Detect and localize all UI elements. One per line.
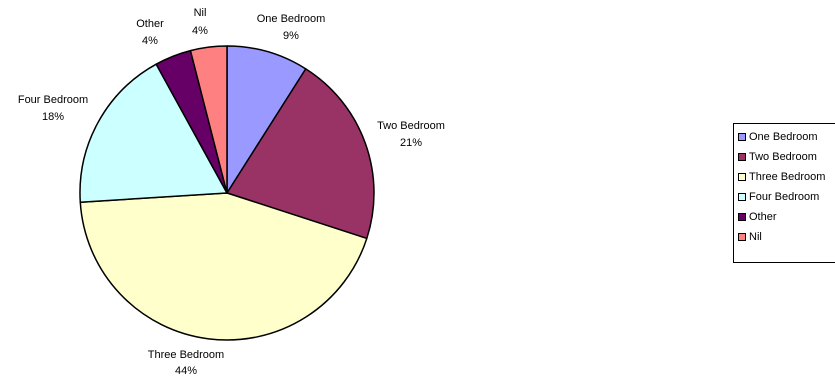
slice-label-percent: 9%	[283, 30, 299, 42]
slice-label-name: Two Bedroom	[377, 120, 445, 132]
legend-item: Two Bedroom	[734, 147, 835, 167]
slice-label-percent: 4%	[192, 25, 208, 37]
legend-label: Four Bedroom	[749, 191, 820, 203]
slice-label-name: Nil	[194, 7, 207, 19]
pie-slice-three-bedroom	[79, 192, 368, 341]
legend-item: Four Bedroom	[734, 187, 835, 207]
legend-item: Three Bedroom	[734, 167, 835, 187]
legend-swatch	[738, 153, 746, 161]
slice-label-percent: 21%	[400, 137, 422, 149]
pie-slice-one-bedroom	[226, 45, 307, 194]
slice-label-percent: 44%	[175, 365, 197, 376]
slice-label-name: One Bedroom	[257, 13, 325, 25]
legend-label: Nil	[749, 231, 762, 243]
legend-label: Other	[749, 211, 777, 223]
legend-swatch	[738, 213, 746, 221]
legend-item: Other	[734, 207, 835, 227]
legend-label: Three Bedroom	[749, 171, 826, 183]
slice-label-name: Four Bedroom	[18, 94, 88, 106]
legend-swatch	[738, 173, 746, 181]
legend-item: One Bedroom	[734, 127, 835, 147]
legend-item: Nil	[734, 227, 835, 247]
pie-slice-four-bedroom	[79, 63, 228, 203]
slice-label-percent: 4%	[142, 35, 158, 47]
legend-label: One Bedroom	[749, 131, 818, 143]
slice-label-name: Other	[136, 18, 164, 30]
legend-swatch	[738, 133, 746, 141]
slice-label-name: Three Bedroom	[148, 349, 224, 361]
legend-label: Two Bedroom	[749, 151, 817, 163]
legend-swatch	[738, 233, 746, 241]
pie-slices	[79, 45, 375, 341]
pie-slice-nil	[189, 45, 228, 194]
slice-labels: One Bedroom 9% Two Bedroom 21% Three Bedroom…	[18, 7, 445, 376]
legend-swatch	[738, 193, 746, 201]
slice-label-percent: 18%	[42, 111, 64, 123]
pie-slice-two-bedroom	[226, 68, 375, 240]
chart-legend: One Bedroom Two Bedroom Three Bedroom Four …	[733, 123, 835, 263]
